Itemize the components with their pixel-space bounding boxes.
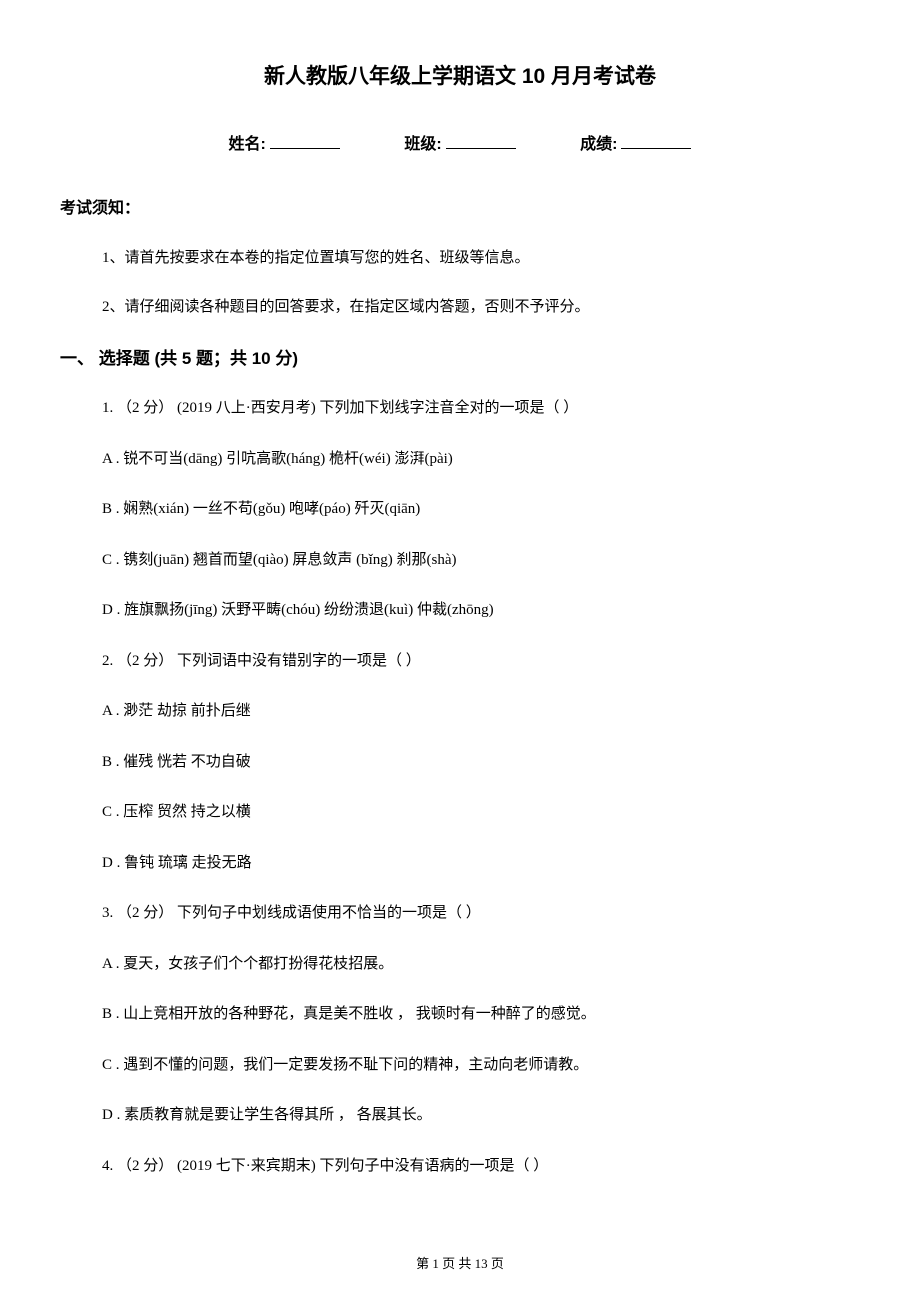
q4-stem: 4. （2 分） (2019 七下·来宾期末) 下列句子中没有语病的一项是（ ） <box>102 1155 860 1178</box>
q3-option-a: A . 夏天，女孩子们个个都打扮得花枝招展。 <box>102 953 860 976</box>
page-footer: 第 1 页 共 13 页 <box>0 1253 920 1272</box>
q2-option-d: D . 鲁钝 琉璃 走投无路 <box>102 852 860 875</box>
q2-option-a: A . 渺茫 劫掠 前扑后继 <box>102 700 860 723</box>
q3-stem: 3. （2 分） 下列句子中划线成语使用不恰当的一项是（ ） <box>102 902 860 925</box>
q2-option-c: C . 压榨 贸然 持之以横 <box>102 801 860 824</box>
class-blank[interactable] <box>446 148 516 149</box>
q3-option-b: B . 山上竞相开放的各种野花，真是美不胜收 ， 我顿时有一种醉了的感觉。 <box>102 1003 860 1026</box>
q1-stem: 1. （2 分） (2019 八上·西安月考) 下列加下划线字注音全对的一项是（… <box>102 397 860 420</box>
name-blank[interactable] <box>270 148 340 149</box>
info-line: 姓名: 班级: 成绩: <box>60 130 860 154</box>
instructions-title: 考试须知： <box>60 194 860 218</box>
score-blank[interactable] <box>621 148 691 149</box>
section-title: 一、 选择题 (共 5 题；共 10 分) <box>60 344 860 369</box>
q3-option-c: C . 遇到不懂的问题，我们一定要发扬不耻下问的精神，主动向老师请教。 <box>102 1054 860 1077</box>
name-label: 姓名: <box>229 136 266 153</box>
q1-option-b: B . 娴熟(xián) 一丝不苟(gǒu) 咆哮(páo) 歼灭(qiān) <box>102 498 860 521</box>
q3-option-d: D . 素质教育就是要让学生各得其所 ， 各展其长。 <box>102 1104 860 1127</box>
q1-option-a: A . 锐不可当(dāng) 引吭高歌(háng) 桅杆(wéi) 澎湃(pài… <box>102 448 860 471</box>
exam-title: 新人教版八年级上学期语文 10 月月考试卷 <box>60 60 860 90</box>
q1-option-c: C . 镌刻(juān) 翘首而望(qiào) 屏息敛声 (bǐng) 刹那(s… <box>102 549 860 572</box>
q2-stem: 2. （2 分） 下列词语中没有错别字的一项是（ ） <box>102 650 860 673</box>
class-label: 班级: <box>404 136 441 153</box>
q2-option-b: B . 催残 恍若 不功自破 <box>102 751 860 774</box>
score-label: 成绩: <box>580 136 617 153</box>
instruction-2: 2、请仔细阅读各种题目的回答要求，在指定区域内答题，否则不予评分。 <box>102 295 860 316</box>
instruction-1: 1、请首先按要求在本卷的指定位置填写您的姓名、班级等信息。 <box>102 246 860 267</box>
q1-option-d: D . 旌旗飘扬(jīng) 沃野平畴(chóu) 纷纷溃退(kuì) 仲裁(z… <box>102 599 860 622</box>
